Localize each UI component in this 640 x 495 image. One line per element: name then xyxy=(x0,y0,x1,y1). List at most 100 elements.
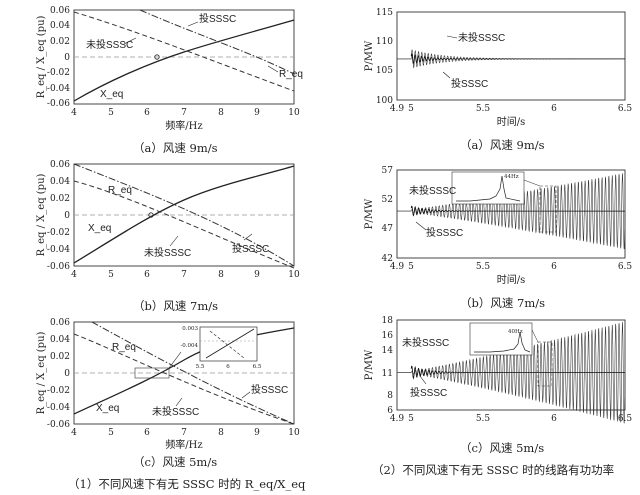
x-tick: 5 xyxy=(408,104,414,114)
y-tick: -0.06 xyxy=(47,99,70,109)
zoom-box xyxy=(537,341,553,387)
y-tick: 0.04 xyxy=(50,177,70,187)
caption-c-right: （c）风速 5m/s xyxy=(460,441,544,455)
zoom-pointer xyxy=(523,179,541,187)
left-c-y-ticks: 0.06 0.04 0.02 0 -0.02 -0.04 -0.06 xyxy=(47,318,70,430)
y-tick: 6 xyxy=(387,406,393,416)
x-tick: 4.9 xyxy=(390,262,405,272)
x-axis-label: 频率/Hz xyxy=(165,119,202,132)
annotation: 投SSSC xyxy=(232,242,269,255)
x-tick: 5 xyxy=(408,262,414,272)
y-tick: 42 xyxy=(382,254,393,264)
x-tick: 5 xyxy=(108,428,114,438)
inset-spectrum xyxy=(456,175,521,202)
y-tick: 0 xyxy=(64,53,70,63)
y-tick: 52 xyxy=(382,195,393,205)
x-tick: 4.9 xyxy=(390,414,405,424)
left-b-req-sssc xyxy=(73,163,295,267)
x-tick: 4.9 xyxy=(390,104,405,114)
y-tick: 0.04 xyxy=(50,21,70,31)
caption-b-left: （b）风速 7m/s xyxy=(133,299,218,313)
inset-label: 40Hz xyxy=(508,329,523,335)
y-tick: 110 xyxy=(376,37,393,47)
left-b-y-ticks: 0.06 0.04 0.02 0 -0.02 -0.04 -0.06 xyxy=(47,160,70,272)
annotation: R_eq xyxy=(108,185,132,196)
pointer-line xyxy=(446,35,458,39)
y-tick: 0 xyxy=(64,369,70,379)
annotation: 投SSSC xyxy=(251,383,288,396)
y-axis-label: P/MW xyxy=(364,198,375,229)
x-tick: 9 xyxy=(254,108,260,118)
y-tick: 11 xyxy=(382,369,393,379)
y-tick: 0.06 xyxy=(50,318,70,328)
right-b-x-ticks: 4.9 5 5.5 6 6.5 xyxy=(390,262,633,272)
left-c-req-sssc xyxy=(91,321,295,425)
pointer-line xyxy=(415,221,427,231)
annotation: R_eq xyxy=(279,69,303,80)
annotation: 未投SSSC xyxy=(458,31,505,44)
x-tick: 6.5 xyxy=(618,414,633,424)
y-tick: 18 xyxy=(382,316,394,326)
y-tick: -0.02 xyxy=(47,386,70,396)
left-c-req-no-sssc xyxy=(73,333,295,425)
annotation: 投SSSC xyxy=(410,386,447,399)
left-b-x-ticks: 4 5 6 7 8 9 10 xyxy=(71,270,300,280)
y-tick: 0.06 xyxy=(50,160,70,170)
y-tick: 0.02 xyxy=(50,352,70,362)
x-tick: 5.5 xyxy=(476,262,491,272)
annotation: X_eq xyxy=(100,89,123,100)
caption-group-1: （1）不同风速下有无 SSSC 时的 R_eq/X_eq xyxy=(68,477,306,491)
x-tick: 7 xyxy=(181,428,187,438)
x-tick: 9 xyxy=(254,270,260,280)
x-tick: 10 xyxy=(288,428,300,438)
y-tick: 0.02 xyxy=(50,37,70,47)
zoom-box xyxy=(134,367,170,379)
inset-frame xyxy=(451,171,525,205)
left-c-xeq-curve xyxy=(73,327,295,415)
y-axis-label: R_eq / X_eq (pu) xyxy=(36,331,47,414)
right-b-y-ticks: 57 52 47 42 xyxy=(382,166,394,264)
annotation: R_eq xyxy=(112,342,136,353)
left-a-x-ticks: 4 5 6 7 8 9 10 xyxy=(71,108,300,118)
left-panel-c: 0.06 0.04 0.02 0 -0.02 -0.04 -0.06 4 5 6… xyxy=(36,318,300,451)
annotation: X_eq xyxy=(88,223,111,234)
left-panel-a: 0.06 0.04 0.02 0 -0.02 -0.04 -0.06 4 5 6… xyxy=(36,6,303,132)
right-c-y-ticks: 18 16 14 11 8 6 xyxy=(382,316,394,416)
y-tick: 115 xyxy=(376,8,393,18)
pointer-line xyxy=(419,375,427,385)
x-tick: 6.5 xyxy=(618,104,633,114)
zoom-pointer xyxy=(168,351,182,369)
x-tick: 10 xyxy=(288,270,300,280)
pointer-line xyxy=(243,233,253,241)
right-a-frame xyxy=(396,11,626,101)
damped-trace xyxy=(410,205,625,217)
y-tick: 0 xyxy=(64,211,70,221)
y-axis-label: P/MW xyxy=(364,349,375,380)
y-tick: -0.02 xyxy=(47,68,70,78)
right-panel-a: 115 110 105 100 4.9 5 5.5 6 6.5 时间/s P/M… xyxy=(364,8,632,128)
annotation: 未投SSSC xyxy=(86,38,133,51)
x-tick: 4 xyxy=(71,270,77,280)
x-tick: 4 xyxy=(71,428,77,438)
y-axis-label: R_eq / X_eq (pu) xyxy=(36,15,47,98)
x-tick: 7 xyxy=(181,270,187,280)
y-tick: 100 xyxy=(376,96,393,106)
left-c-x-ticks: 4 5 6 7 8 9 10 xyxy=(71,428,300,438)
zoom-pointer xyxy=(531,329,539,343)
annotation: 投SSSC xyxy=(199,12,236,25)
pointer-line xyxy=(175,397,183,407)
x-axis-label: 频率/Hz xyxy=(165,438,202,451)
inset-x-tick: 6.5 xyxy=(253,364,262,370)
right-b-waveform xyxy=(397,172,626,250)
inset-frame xyxy=(469,322,533,356)
right-a-x-ticks: 4.9 5 5.5 6 6.5 xyxy=(390,104,633,114)
right-b-inset: 44Hz xyxy=(451,171,525,205)
inset-x-tick: 6 xyxy=(226,364,230,370)
x-tick: 5 xyxy=(108,108,114,118)
inset-label: 44Hz xyxy=(504,174,519,180)
x-tick: 6 xyxy=(551,104,557,114)
left-a-xeq-curve xyxy=(73,19,295,102)
pointer-line xyxy=(241,391,251,399)
y-tick: -0.06 xyxy=(47,262,70,272)
y-tick: 16 xyxy=(382,331,394,341)
